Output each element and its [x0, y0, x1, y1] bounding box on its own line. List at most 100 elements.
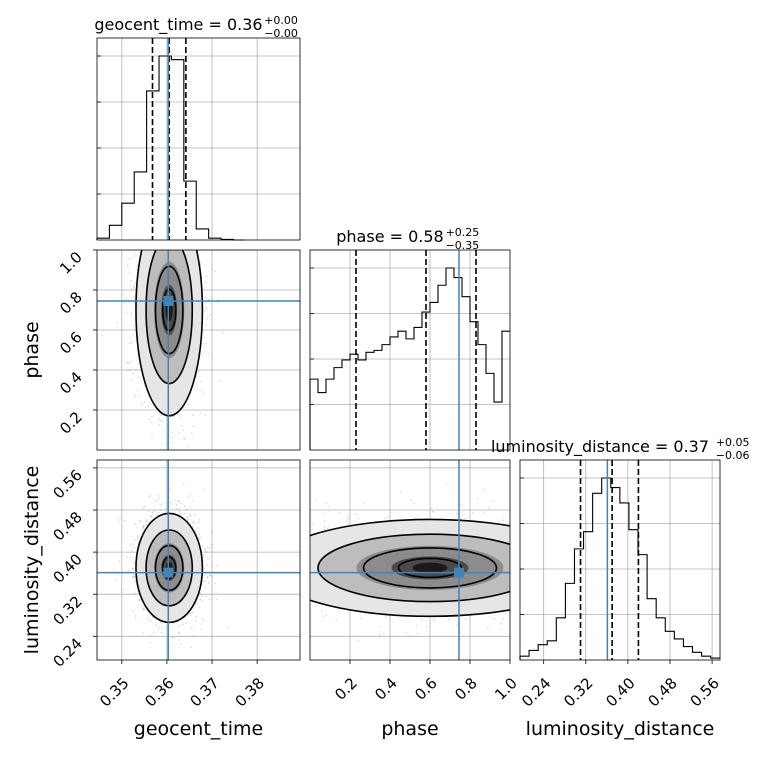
- sample-point: [127, 265, 129, 268]
- sample-point: [145, 519, 148, 521]
- sample-point: [593, 540, 595, 542]
- sample-point: [216, 590, 218, 592]
- sample-point: [218, 379, 220, 382]
- x-tick-label: 0.36: [141, 674, 177, 710]
- sample-point: [154, 245, 156, 247]
- sample-point: [535, 526, 537, 528]
- sample-point: [291, 612, 293, 614]
- sample-point: [591, 567, 593, 569]
- sample-point: [205, 551, 208, 554]
- sample-point: [131, 549, 133, 552]
- sample-point: [204, 281, 207, 284]
- contour-line: [135, 512, 204, 624]
- x-tick-label: 0.2: [331, 674, 361, 704]
- contour-line: [145, 529, 194, 607]
- sample-point: [173, 220, 175, 222]
- title-sub: −0.00: [264, 27, 298, 40]
- contour-line: [161, 288, 177, 332]
- sample-point: [570, 537, 572, 539]
- sample-point: [242, 555, 244, 557]
- sample-point: [190, 216, 192, 218]
- sample-point: [448, 619, 450, 621]
- sample-point: [231, 560, 233, 562]
- sample-point: [130, 379, 132, 381]
- sample-point: [132, 567, 134, 570]
- y-tick-label: 0.4: [56, 368, 86, 398]
- sample-point: [302, 567, 304, 569]
- sample-point: [549, 578, 551, 580]
- sample-point: [148, 521, 150, 523]
- sample-point: [182, 244, 184, 246]
- sample-point: [264, 570, 266, 572]
- sample-point: [199, 536, 202, 539]
- sample-point: [180, 416, 182, 419]
- x-axis-label: phase: [381, 718, 438, 740]
- sample-point: [129, 556, 132, 559]
- sample-point: [557, 557, 559, 559]
- sample-point: [182, 226, 184, 228]
- sample-point: [574, 591, 576, 593]
- sample-point: [183, 242, 185, 244]
- sample-point: [183, 436, 185, 439]
- sample-point: [124, 302, 126, 304]
- sample-point: [130, 312, 133, 315]
- sample-point: [464, 618, 467, 620]
- sample-point: [387, 516, 390, 518]
- contour-line: [317, 533, 510, 603]
- sample-point: [190, 392, 193, 395]
- sample-point: [138, 226, 140, 228]
- sample-point: [527, 594, 529, 596]
- sample-point: [562, 484, 564, 486]
- sample-point: [132, 372, 134, 374]
- histogram-panel-geocent_time: geocent_time = 0.36 +0.00−0.00: [94, 14, 301, 241]
- sample-point: [549, 586, 551, 588]
- sample-point: [134, 580, 136, 583]
- sample-point: [155, 624, 157, 627]
- y-tick-label: 1.0: [56, 248, 86, 278]
- sample-point: [186, 516, 189, 518]
- sample-point: [293, 566, 295, 568]
- sample-point: [522, 546, 524, 548]
- sample-point: [537, 569, 539, 571]
- sample-point: [238, 507, 240, 509]
- sample-point: [169, 247, 171, 249]
- sample-point: [553, 586, 555, 588]
- sample-point: [531, 540, 533, 542]
- sample-point: [134, 617, 137, 620]
- sample-point: [526, 541, 528, 543]
- sample-point: [518, 549, 520, 551]
- sample-point: [129, 361, 132, 363]
- sample-point: [139, 520, 142, 522]
- sample-point: [357, 639, 360, 642]
- y-tick-label: 0.40: [49, 550, 85, 586]
- sample-point: [514, 530, 516, 532]
- sample-point: [203, 310, 205, 313]
- sample-point: [126, 311, 129, 313]
- sample-point: [196, 491, 198, 493]
- sample-point: [158, 207, 160, 209]
- sample-point: [189, 513, 191, 516]
- sample-point: [552, 607, 554, 609]
- sample-point: [142, 187, 144, 189]
- y-axis-label: phase: [21, 321, 43, 378]
- sample-point: [431, 507, 433, 510]
- sample-point: [206, 317, 209, 320]
- sample-point: [527, 571, 529, 573]
- sample-point: [178, 632, 181, 634]
- sample-point: [247, 585, 249, 587]
- sample-point: [555, 603, 557, 605]
- sample-point: [510, 556, 512, 558]
- sample-point: [171, 431, 173, 434]
- sample-point: [118, 520, 120, 523]
- sample-point: [150, 421, 153, 423]
- sample-point: [202, 619, 205, 622]
- sample-point: [198, 519, 200, 521]
- sample-point: [593, 554, 595, 556]
- sample-point: [173, 219, 175, 221]
- sample-point: [178, 625, 181, 627]
- sample-point: [531, 578, 533, 580]
- sample-point: [148, 418, 151, 421]
- sample-point: [173, 242, 175, 244]
- sample-point: [209, 574, 212, 576]
